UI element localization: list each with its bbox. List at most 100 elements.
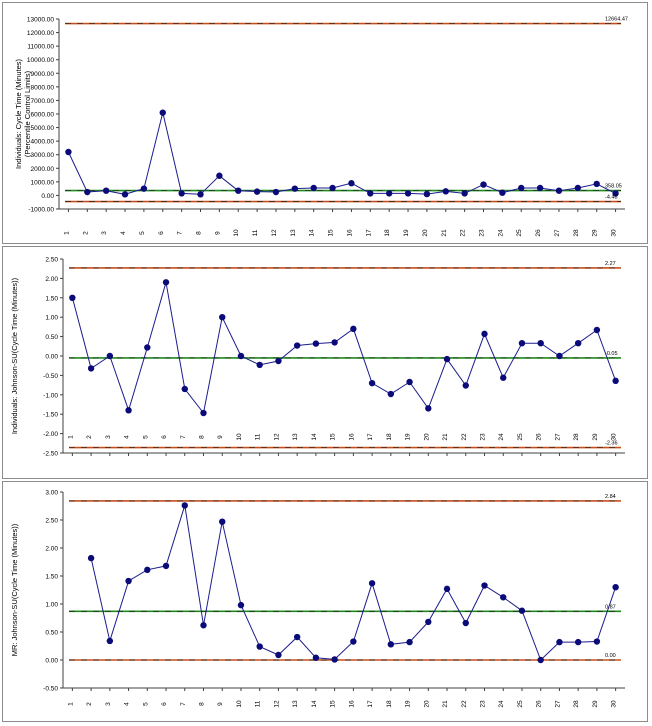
data-point xyxy=(612,190,619,197)
y-tick-label: 3000.00 xyxy=(31,152,55,159)
x-tick-label: 10 xyxy=(233,229,240,237)
data-point xyxy=(593,638,601,645)
y-tick-label: 0.00 xyxy=(41,193,54,200)
x-tick-label: 7 xyxy=(180,435,187,439)
data-point xyxy=(219,518,226,525)
x-tick-label: 23 xyxy=(480,700,487,708)
data-point xyxy=(406,378,413,386)
x-tick-label: 12 xyxy=(273,433,280,441)
data-point xyxy=(350,638,357,645)
data-point xyxy=(87,554,95,562)
y-tick-label: 0.50 xyxy=(45,334,58,341)
x-tick-label: 23 xyxy=(480,433,487,441)
data-point xyxy=(443,355,451,363)
x-tick-label: 19 xyxy=(405,700,412,708)
x-tick-label: 27 xyxy=(554,700,561,708)
data-point xyxy=(368,580,376,587)
y-tick-label: 1000.00 xyxy=(31,179,55,186)
x-tick-label: 22 xyxy=(460,229,467,237)
x-tick-label: 14 xyxy=(309,229,316,237)
x-tick-label: 1 xyxy=(67,702,74,706)
x-tick-label: 28 xyxy=(573,433,580,441)
y-tick-label: 3.00 xyxy=(45,490,58,497)
data-point xyxy=(612,584,619,591)
x-tick-label: 3 xyxy=(101,231,108,235)
data-point xyxy=(425,405,432,412)
data-point xyxy=(87,365,95,372)
x-tick-label: 10 xyxy=(236,433,243,441)
x-tick-label: 11 xyxy=(252,229,259,236)
x-tick-label: 13 xyxy=(292,700,299,708)
x-tick-label: 21 xyxy=(442,700,449,708)
data-point xyxy=(406,638,413,646)
y-tick-label: 2.00 xyxy=(45,546,58,553)
data-point xyxy=(462,619,469,627)
data-point xyxy=(461,190,468,197)
moving-range-chart: -0.500.000.501.001.502.002.503.001 2 3 4 5 6 7… xyxy=(10,490,625,708)
data-point xyxy=(612,377,619,385)
x-tick-label: 8 xyxy=(199,702,206,706)
lcl-value-label: -4.48 xyxy=(605,195,618,201)
x-tick-label: 14 xyxy=(311,700,318,708)
data-point xyxy=(106,637,114,645)
y-tick-label: 13000.00 xyxy=(27,17,54,24)
data-point xyxy=(178,190,185,197)
x-tick-label: 23 xyxy=(479,229,486,237)
data-point xyxy=(144,344,151,351)
data-point xyxy=(293,342,301,349)
x-tick-label: 19 xyxy=(405,433,412,441)
x-tick-label: 24 xyxy=(497,229,504,237)
y-tick-label: -2.50 xyxy=(43,451,58,458)
data-point xyxy=(423,190,431,198)
data-point xyxy=(84,188,91,196)
data-point xyxy=(125,577,132,585)
center-value-label: 0.87 xyxy=(605,604,616,610)
individuals-chart: -1000.00 0.00 1000.00 2000.00 3000.00 4000.00… xyxy=(14,17,628,237)
series-line xyxy=(90,505,617,661)
x-tick-label: 15 xyxy=(330,700,337,708)
x-tick-label: 15 xyxy=(328,229,335,237)
data-point xyxy=(140,185,148,192)
y-tick-label: -1.00 xyxy=(43,392,58,399)
x-tick-label: 4 xyxy=(120,231,127,235)
x-tick-label: 14 xyxy=(311,433,318,441)
lcl-value-label: -2.36 xyxy=(605,441,618,447)
y-tick-label: 1.50 xyxy=(45,295,58,302)
x-tick-label: 2 xyxy=(86,435,93,439)
y-axis-title: MR: Johnson-SU(Cycle Time (Minutes)) xyxy=(10,523,19,656)
x-tick-label: 29 xyxy=(592,229,599,237)
x-tick-label: 9 xyxy=(217,702,224,706)
data-point xyxy=(556,352,563,360)
x-tick-label: 13 xyxy=(290,229,297,237)
x-tick-label: 25 xyxy=(517,433,524,441)
center-value-label: -0.05 xyxy=(605,351,618,357)
data-point xyxy=(518,607,526,614)
data-point xyxy=(312,654,320,661)
x-tick-label: 28 xyxy=(573,229,580,237)
data-point xyxy=(555,187,563,194)
data-point xyxy=(500,594,507,601)
data-point xyxy=(329,184,336,192)
data-point xyxy=(574,638,582,646)
lcl-value-label: 0.00 xyxy=(605,653,616,659)
y-tick-label: 1.00 xyxy=(45,315,58,322)
x-tick-label: 4 xyxy=(124,435,131,439)
x-tick-label: 18 xyxy=(384,229,391,237)
data-point xyxy=(518,184,525,192)
x-tick-label: 17 xyxy=(367,700,374,708)
data-point xyxy=(367,190,374,197)
y-tick-label: 5000.00 xyxy=(31,125,55,132)
x-tick-label: 27 xyxy=(554,229,561,237)
x-tick-label: 30 xyxy=(611,700,618,708)
data-point xyxy=(121,191,129,198)
data-point xyxy=(162,562,170,570)
x-tick-label: 15 xyxy=(330,433,337,441)
x-tick-label: 10 xyxy=(236,700,243,708)
x-tick-label: 2 xyxy=(86,702,93,706)
data-point xyxy=(216,172,223,179)
data-point xyxy=(368,379,376,387)
x-tick-label: 27 xyxy=(554,433,561,441)
x-tick-label: 7 xyxy=(177,231,184,235)
x-tick-label: 8 xyxy=(199,435,206,439)
data-point xyxy=(350,325,357,333)
